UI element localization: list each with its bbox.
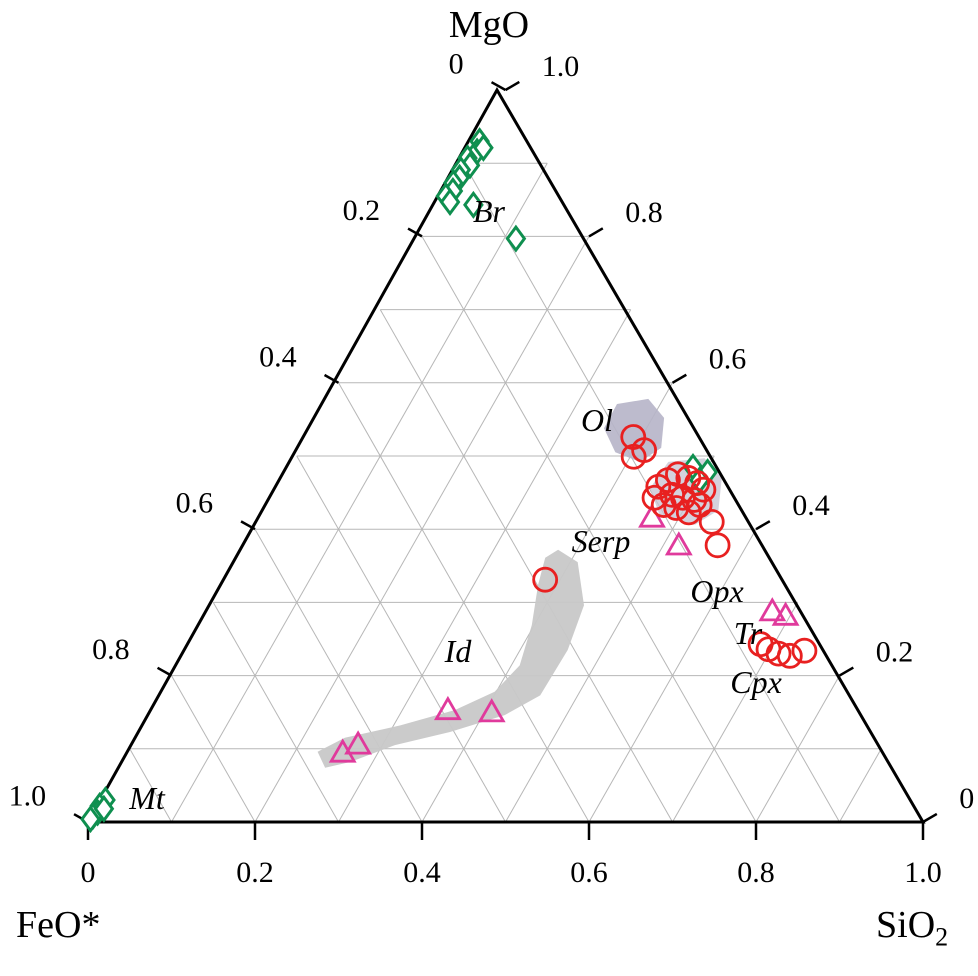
left-axis-tick-label: 0.2 <box>343 194 381 227</box>
olivine-field <box>604 398 665 462</box>
right-axis-tick-label: 1.0 <box>542 50 580 83</box>
tick-mark <box>671 373 687 384</box>
data-point-circle <box>532 566 559 593</box>
tick-mark <box>240 520 256 531</box>
tick-mark <box>156 666 173 677</box>
data-point-diamond <box>505 224 527 253</box>
mineral-label-serp: Serp <box>572 523 631 559</box>
gridline-const-sio2 <box>171 162 548 823</box>
bottom-left-axis-label: FeO* <box>16 904 101 946</box>
data-point-circle <box>698 508 725 535</box>
gridline-const-feo <box>129 748 172 823</box>
tick-mark <box>588 227 604 238</box>
triangle-border <box>85 86 926 824</box>
bottom-axis-tick-label: 0.8 <box>737 856 775 889</box>
tick-mark <box>490 81 507 92</box>
gridline-const-feo <box>212 602 339 823</box>
data-point-triangle <box>477 698 506 723</box>
data-point-diamond <box>93 794 115 823</box>
right-axis-tick-label: 0.8 <box>625 196 663 229</box>
left-axis-tick-label: 0.4 <box>259 340 297 373</box>
gridline-const-feo <box>296 455 506 823</box>
data-point-diamond <box>80 805 101 834</box>
tick-mark <box>922 812 938 824</box>
left-axis-tick-label: 0.8 <box>92 633 130 666</box>
mineral-label-ol: Ol <box>581 402 613 438</box>
left-axis-tick-label: 0 <box>449 47 464 80</box>
data-point-circle <box>620 443 647 470</box>
data-point-diamond <box>463 190 484 219</box>
bottom-axis-tick-label: 0.4 <box>403 856 441 889</box>
left-axis-tick-label: 1.0 <box>9 779 47 812</box>
right-axis-tick-label: 0 <box>959 782 974 815</box>
gridline-const-sio2 <box>839 748 882 823</box>
tick-mark <box>323 373 340 384</box>
data-point-triangle <box>328 738 357 763</box>
bottom-axis-tick-label: 0.2 <box>236 856 274 889</box>
data-point-triangle <box>771 601 800 626</box>
gridline-const-sio2 <box>588 528 757 823</box>
data-point-diamond <box>473 133 494 162</box>
tick-mark <box>407 227 423 238</box>
tick-mark <box>504 80 520 92</box>
bottom-axis-tick-label: 0 <box>81 856 96 889</box>
gridline-const-feo <box>379 309 673 823</box>
gridline-const-feo <box>254 528 423 823</box>
bottom-axis-tick-label: 1.0 <box>904 856 942 889</box>
data-point-circle <box>791 637 818 664</box>
right-axis-tick-label: 0.6 <box>709 343 747 376</box>
gridline-const-sio2 <box>672 602 799 823</box>
data-point-diamond <box>439 187 461 217</box>
mineral-label-br: Br <box>473 193 506 229</box>
data-point-circle <box>776 642 803 669</box>
mineral-label-id: Id <box>444 633 473 669</box>
sio2-subscript: 2 <box>935 922 949 952</box>
left-axis-tick-label: 0.6 <box>176 487 214 520</box>
mineral-label-cpx: Cpx <box>730 664 782 700</box>
sio2-text: SiO <box>876 904 936 946</box>
data-point-circle <box>686 492 713 518</box>
right-axis-tick-label: 0.2 <box>876 635 914 668</box>
tick-mark <box>755 520 771 531</box>
apex-axis-label: MgO <box>448 4 530 46</box>
data-point-circle <box>765 640 792 667</box>
data-point-circle <box>650 492 677 518</box>
data-point-circle <box>704 532 731 559</box>
data-point-triangle <box>758 597 787 622</box>
tick-mark <box>838 666 854 677</box>
data-point-circle <box>641 484 668 511</box>
data-point-triangle <box>344 730 373 755</box>
data-point-triangle <box>664 531 693 556</box>
mineral-label-opx: Opx <box>690 573 743 609</box>
gridline-const-feo <box>171 675 256 823</box>
mineral-label-tr: Tr <box>734 615 763 651</box>
right-axis-tick-label: 0.4 <box>792 489 830 522</box>
mineral-label-mt: Mt <box>128 780 166 816</box>
bottom-right-axis-label: SiO2 <box>876 906 948 951</box>
gridline-const-sio2 <box>755 675 840 823</box>
bottom-axis-tick-label: 0.6 <box>570 856 608 889</box>
data-point-triangle <box>433 695 462 721</box>
